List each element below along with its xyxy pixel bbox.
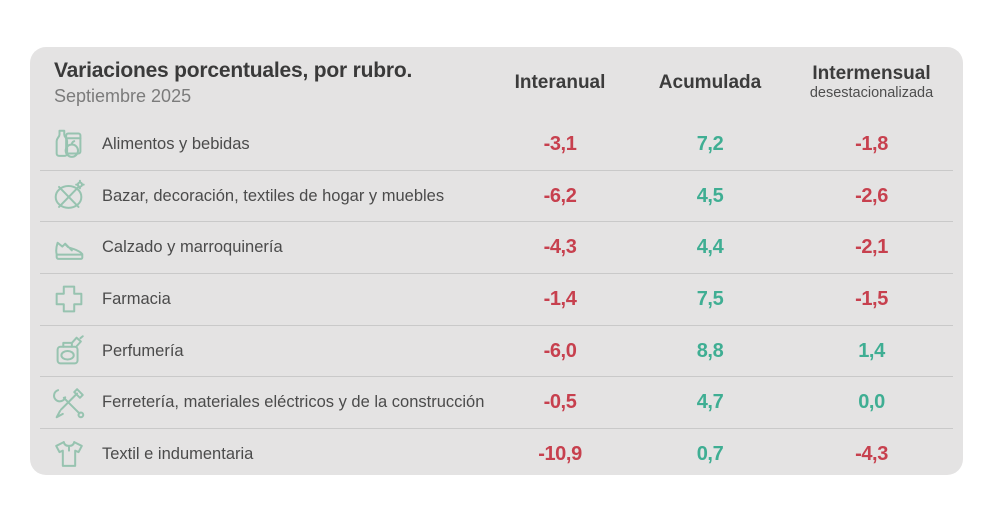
value-acumulada: 7,5: [696, 287, 724, 310]
category-cell: Calzado y marroquinería: [40, 229, 490, 267]
category-label: Farmacia: [102, 289, 171, 308]
value-interanual: -4,3: [543, 236, 577, 259]
table-header: Variaciones porcentuales, por rubro. Sep…: [40, 47, 953, 119]
column-header-interanual: Interanual: [514, 71, 606, 93]
value-acumulada: 4,4: [696, 236, 724, 259]
page-title: Variaciones porcentuales, por rubro.: [54, 58, 413, 82]
value-intermensual: -4,3: [855, 442, 888, 465]
value-intermensual: -1,8: [855, 132, 888, 155]
table-row: Bazar, decoración, textiles de hogar y m…: [40, 169, 953, 222]
value-acumulada: 0,7: [696, 442, 724, 465]
column-header-intermensual-sublabel: desestacionalizada: [809, 84, 934, 101]
tshirt-icon: [55, 441, 83, 468]
groceries-icon: [55, 130, 82, 159]
table-row: Ferretería, materiales eléctricos y de l…: [40, 376, 953, 428]
category-cell: Farmacia: [40, 280, 490, 318]
category-label: Textil e indumentaria: [102, 444, 254, 463]
category-label: Bazar, decoración, textiles de hogar y m…: [102, 186, 445, 205]
tableware-icon: [54, 179, 85, 209]
value-acumulada: 8,8: [696, 339, 724, 362]
table-row: Farmacia -1,4 7,5 -1,5: [40, 273, 953, 325]
variations-table-card: Variaciones porcentuales, por rubro. Sep…: [30, 47, 963, 475]
value-acumulada: 4,5: [696, 184, 724, 207]
value-intermensual: -2,6: [855, 184, 888, 207]
category-cell: Textil e indumentaria: [40, 435, 490, 473]
category-label: Ferretería, materiales eléctricos y de l…: [102, 393, 485, 412]
table-row: Textil e indumentaria -10,9 0,7 -4,3: [40, 428, 953, 480]
pharmacy-cross-icon: [55, 286, 83, 313]
value-interanual: -10,9: [538, 442, 582, 465]
value-intermensual: -2,1: [855, 236, 888, 259]
value-intermensual: 0,0: [858, 391, 885, 414]
table-row: Alimentos y bebidas -3,1 7,2 -1,8: [40, 119, 953, 170]
value-intermensual: -1,5: [855, 287, 888, 310]
category-cell: Perfumería: [40, 332, 490, 370]
value-interanual: -0,5: [543, 391, 577, 414]
column-header-intermensual: Intermensual desestacionalizada: [790, 63, 953, 102]
column-header-acumulada: Acumulada: [658, 71, 762, 93]
category-label: Perfumería: [102, 341, 184, 360]
table-row: Calzado y marroquinería -4,3 4,4 -2,1: [40, 221, 953, 273]
category-cell: Alimentos y bebidas: [40, 125, 490, 163]
page-subtitle: Septiembre 2025: [54, 86, 192, 107]
table-body: Alimentos y bebidas -3,1 7,2 -1,8 Bazar,…: [40, 119, 953, 480]
value-acumulada: 7,2: [696, 132, 724, 155]
value-interanual: -6,2: [543, 184, 577, 207]
category-cell: Ferretería, materiales eléctricos y de l…: [40, 384, 490, 422]
category-label: Alimentos y bebidas: [102, 134, 250, 153]
shoe-icon: [55, 241, 84, 260]
value-intermensual: 1,4: [858, 339, 885, 362]
perfume-icon: [56, 335, 84, 365]
value-interanual: -3,1: [543, 132, 577, 155]
value-interanual: -6,0: [543, 339, 577, 362]
category-label: Calzado y marroquinería: [102, 238, 283, 257]
table-row: Perfumería -6,0 8,8 1,4: [40, 324, 953, 377]
category-cell: Bazar, decoración, textiles de hogar y m…: [40, 177, 490, 215]
title-block: Variaciones porcentuales, por rubro. Sep…: [40, 59, 490, 107]
tools-icon: [53, 388, 85, 419]
value-acumulada: 4,7: [696, 391, 724, 414]
column-header-intermensual-label: Intermensual: [812, 63, 931, 85]
value-interanual: -1,4: [543, 287, 577, 310]
